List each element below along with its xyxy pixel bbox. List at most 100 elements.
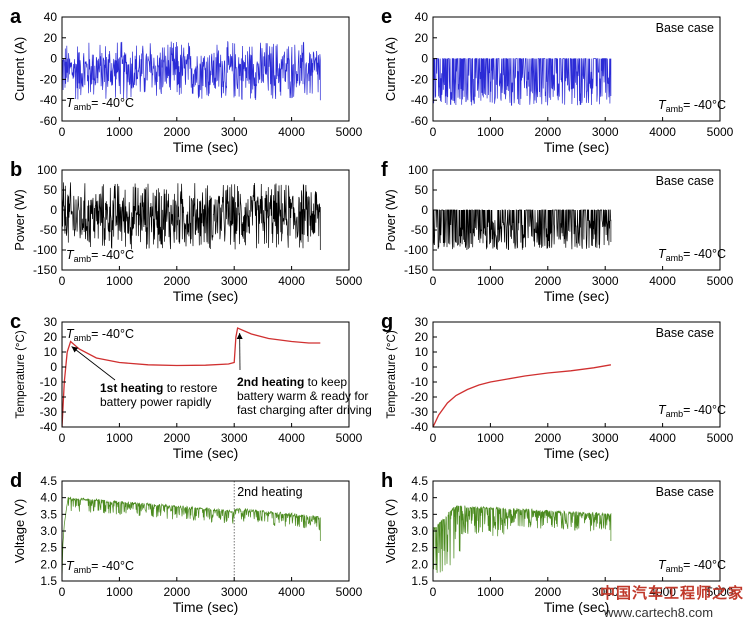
y-tick-label: 2.5 (411, 541, 428, 555)
x-tick-label: 0 (59, 585, 66, 599)
y-tick-label: 0 (421, 52, 428, 66)
y-tick-label: 30 (415, 315, 429, 329)
y-tick-label: 4.5 (40, 474, 57, 488)
x-tick-label: 0 (430, 125, 437, 139)
plot-frame (61, 16, 350, 122)
x-axis-label: Time (sec) (173, 139, 239, 155)
y-tick-label: 4.0 (40, 491, 57, 505)
y-tick-label: -150 (404, 263, 428, 277)
x-tick-label: 3000 (221, 125, 248, 139)
x-tick-label: 5000 (707, 585, 734, 599)
x-tick-label: 5000 (707, 431, 734, 445)
ambient-annotation: Tamb= -40°C (658, 558, 726, 574)
y-tick-label: -40 (40, 93, 58, 107)
vline-label: 2nd heating (237, 485, 302, 499)
x-tick-label: 0 (59, 431, 66, 445)
x-tick-label: 0 (430, 585, 437, 599)
ambient-annotation: Tamb= -40°C (66, 248, 134, 264)
y-tick-label: 20 (44, 330, 58, 344)
panel-label: h (381, 470, 393, 492)
case-label: Base case (656, 21, 714, 35)
x-axis-label: Time (sec) (544, 445, 610, 461)
y-tick-label: -10 (40, 375, 58, 389)
y-tick-label: 2.0 (411, 557, 428, 571)
series-f-0 (433, 209, 612, 251)
y-tick-label: 1.5 (411, 574, 428, 588)
x-tick-label: 5000 (336, 274, 363, 288)
y-tick-label: -40 (411, 93, 429, 107)
y-tick-label: 20 (44, 31, 58, 45)
panel-label: g (381, 311, 393, 333)
x-tick-label: 3000 (592, 585, 619, 599)
x-tick-label: 2000 (534, 431, 561, 445)
x-tick-label: 2000 (534, 585, 561, 599)
y-tick-label: -10 (411, 375, 429, 389)
panel-label: a (10, 6, 22, 28)
y-tick-label: 40 (44, 10, 58, 24)
ambient-annotation: Tamb= -40°C (66, 327, 134, 343)
plot-frame (432, 169, 721, 271)
x-tick-label: 3000 (221, 274, 248, 288)
y-tick-label: -50 (40, 223, 58, 237)
ambient-annotation: Tamb= -40°C (658, 403, 726, 419)
x-axis-label: Time (sec) (173, 599, 239, 615)
ambient-annotation: Tamb= -40°C (658, 98, 726, 114)
chart-a: 0 1000 2000 3000 4000 5000 -60 -40 -20 0 20 40 Time … (10, 6, 363, 155)
x-tick-label: 4000 (649, 431, 676, 445)
x-tick-label: 1000 (477, 125, 504, 139)
x-tick-label: 2000 (534, 274, 561, 288)
chart-d: 0 1000 2000 3000 4000 5000 1.5 2.0 2.5 3.0 3.5 4.0 4… (10, 470, 363, 615)
x-tick-label: 3000 (592, 431, 619, 445)
series-c-0 (62, 327, 321, 427)
series-e-0 (433, 58, 612, 106)
x-axis-label: Time (sec) (544, 599, 610, 615)
series-a-0 (62, 41, 321, 101)
y-tick-label: 20 (415, 330, 429, 344)
y-tick-label: 50 (415, 183, 429, 197)
y-tick-label: 0 (50, 360, 57, 374)
y-tick-label: 10 (415, 345, 429, 359)
x-tick-label: 5000 (707, 125, 734, 139)
y-tick-label: 3.0 (40, 524, 57, 538)
y-tick-label: 10 (44, 345, 58, 359)
y-tick-label: 3.0 (411, 524, 428, 538)
x-tick-label: 2000 (163, 125, 190, 139)
callout-line1: 2nd heating to keep (237, 375, 347, 389)
callout-line3: fast charging after driving (237, 403, 372, 417)
y-tick-label: 50 (44, 183, 58, 197)
y-tick-label: 0 (50, 52, 57, 66)
x-tick-label: 4000 (649, 125, 676, 139)
plot-frame (432, 16, 721, 122)
x-tick-label: 5000 (336, 125, 363, 139)
watermark-title: 中国汽车工程师之家 (600, 585, 745, 602)
y-tick-label: -150 (33, 263, 57, 277)
y-tick-label: 1.5 (40, 574, 57, 588)
x-tick-label: 5000 (336, 431, 363, 445)
x-tick-label: 4000 (278, 585, 305, 599)
case-label: Base case (656, 326, 714, 340)
callout-line1: 1st heating to restore (100, 381, 218, 395)
y-tick-label: 100 (408, 163, 428, 177)
y-tick-label: -100 (33, 243, 57, 257)
callout-line2: battery warm & ready for (237, 389, 368, 403)
x-tick-label: 4000 (278, 274, 305, 288)
x-tick-label: 2000 (534, 125, 561, 139)
x-tick-label: 5000 (336, 585, 363, 599)
x-tick-label: 0 (59, 274, 66, 288)
y-tick-label: 3.5 (40, 507, 57, 521)
ambient-annotation: Tamb= -40°C (658, 247, 726, 263)
panel-label: b (10, 159, 22, 181)
x-axis-label: Time (sec) (173, 288, 239, 304)
series-g-0 (433, 364, 612, 427)
series-b-0 (62, 182, 321, 250)
panel-label: c (10, 311, 21, 333)
y-axis-label: Voltage (V) (12, 499, 27, 563)
y-tick-label: 20 (415, 31, 429, 45)
y-tick-label: 3.5 (411, 507, 428, 521)
panel-label: f (381, 159, 388, 181)
y-tick-label: -40 (411, 420, 429, 434)
y-tick-label: 0 (50, 203, 57, 217)
ambient-annotation: Tamb= -40°C (66, 559, 134, 575)
